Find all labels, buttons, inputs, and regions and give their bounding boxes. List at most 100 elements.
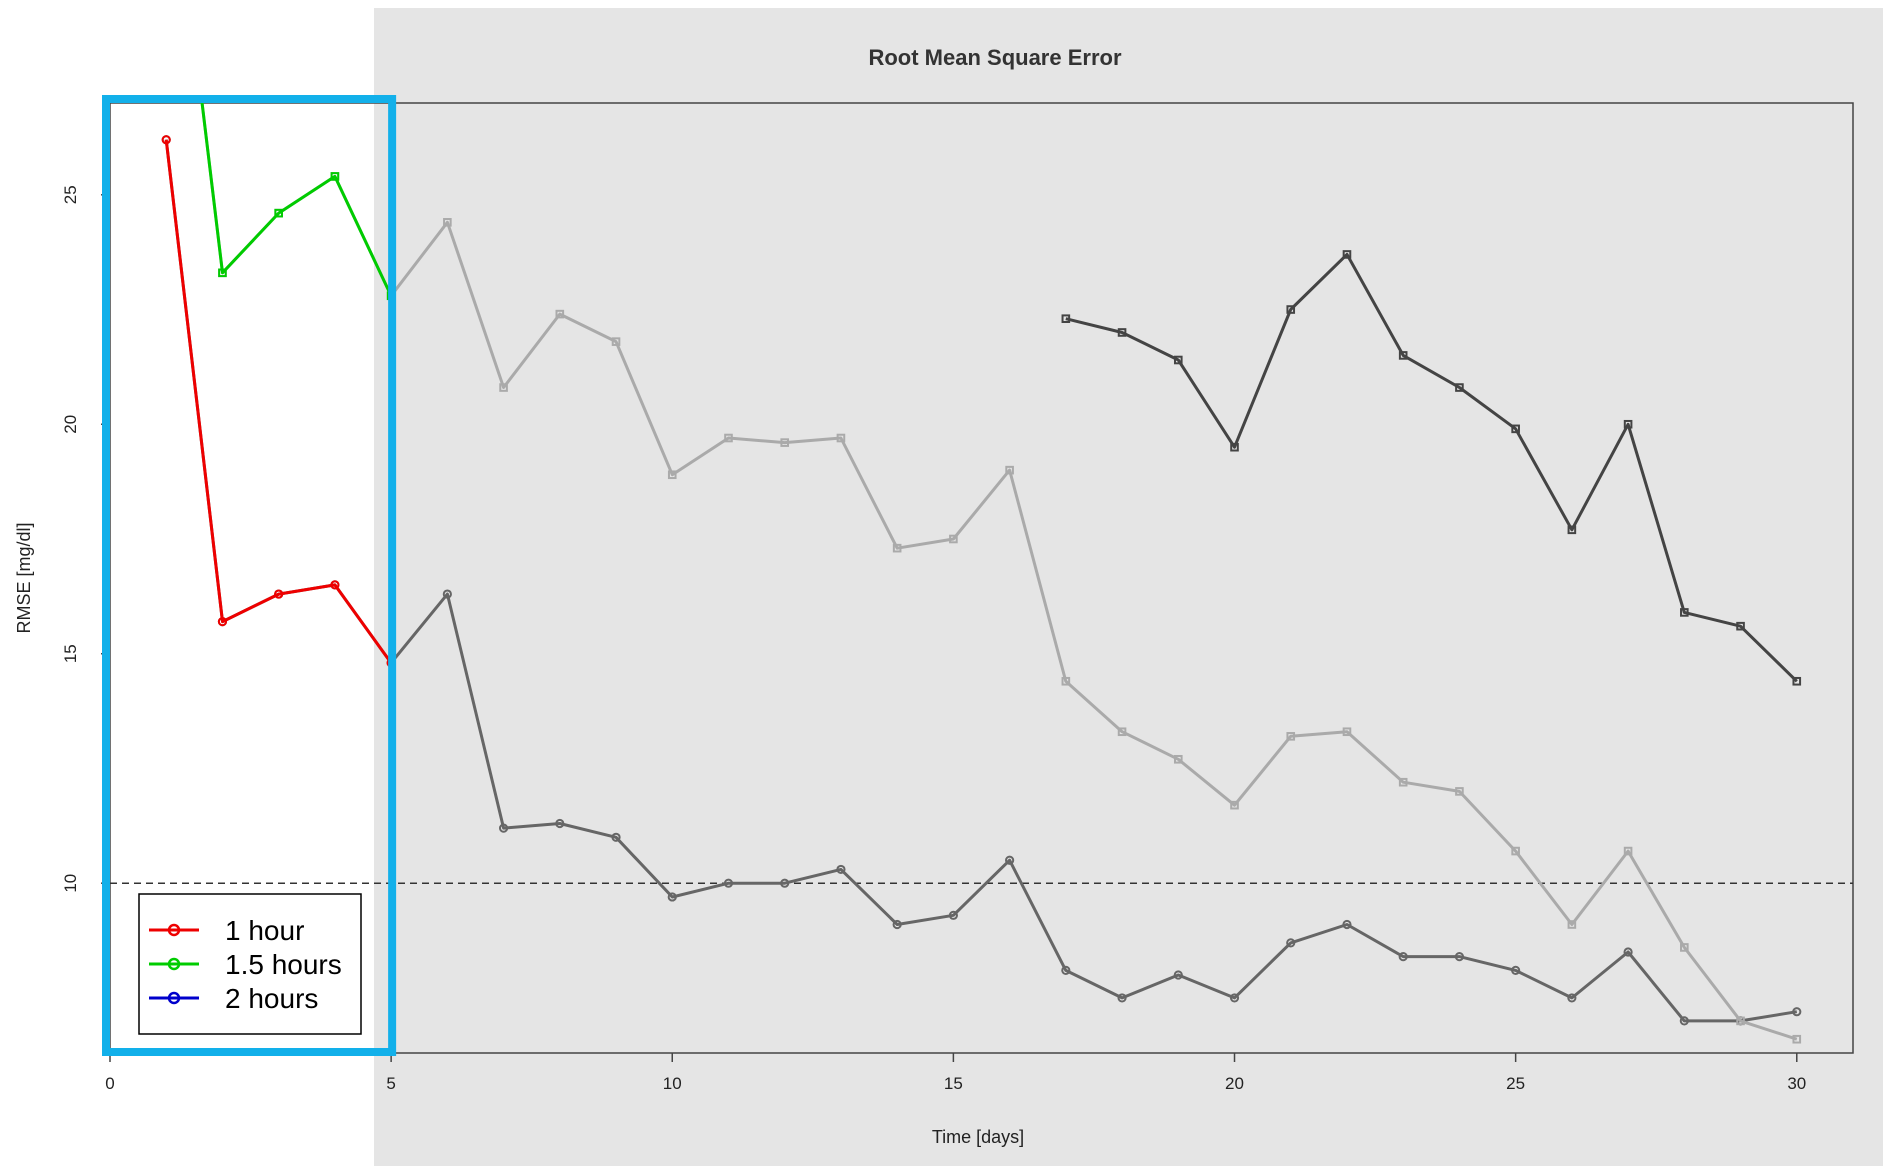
- data-point: [1567, 525, 1577, 535]
- data-point: [1173, 355, 1183, 365]
- data-point: [555, 309, 565, 319]
- data-point: [1342, 727, 1352, 737]
- base-series-3: [1061, 250, 1802, 686]
- data-point: [1792, 1034, 1802, 1044]
- legend-item: 2 hours: [149, 983, 318, 1014]
- data-point: [723, 878, 734, 888]
- highlight-series-2: [200, 103, 390, 301]
- x-tick-label: 15: [944, 1074, 963, 1093]
- data-point: [1117, 727, 1127, 737]
- data-point: [1117, 328, 1127, 337]
- legend-label: 1.5 hours: [225, 949, 342, 980]
- chart-title: Root Mean Square Error: [868, 45, 1121, 70]
- data-point: [1173, 970, 1183, 980]
- base-series-1: [161, 135, 1802, 1026]
- data-point: [1286, 305, 1296, 314]
- data-point: [1061, 676, 1071, 686]
- data-point: [1005, 465, 1014, 475]
- data-point: [780, 438, 790, 447]
- data-point: [386, 658, 390, 668]
- data-point: [274, 208, 283, 218]
- highlight-series-1: [161, 135, 390, 668]
- data-point: [1398, 952, 1408, 962]
- data-point: [1455, 383, 1464, 392]
- legend-label: 2 hours: [225, 983, 318, 1014]
- data-point: [217, 616, 228, 627]
- base-series-line: [164, 139, 1798, 1023]
- data-point: [948, 910, 958, 920]
- highlight-box: [102, 95, 397, 1056]
- x-axis-label: Time [days]: [932, 1127, 1024, 1147]
- data-point: [667, 470, 677, 480]
- data-point: [836, 864, 846, 875]
- data-point: [892, 919, 902, 930]
- x-tick-label: 20: [1225, 1074, 1244, 1093]
- x-tick-label: 0: [105, 1074, 114, 1093]
- data-point: [1736, 621, 1745, 631]
- data-point: [1511, 846, 1520, 856]
- data-point: [1623, 419, 1633, 429]
- data-point: [611, 832, 621, 842]
- data-point: [1567, 993, 1577, 1003]
- x-tick-label: 5: [386, 1074, 395, 1093]
- data-point: [218, 268, 227, 278]
- data-point: [1342, 250, 1352, 259]
- data-point: [892, 543, 902, 553]
- base-series-line: [1065, 252, 1798, 683]
- data-point: [780, 878, 790, 888]
- x-tick-label: 25: [1506, 1074, 1525, 1093]
- data-point: [274, 589, 284, 599]
- legend-item: 1 hour: [149, 915, 304, 946]
- data-point: [1230, 800, 1239, 810]
- legend-swatch-marker: [167, 991, 181, 1005]
- data-point: [949, 534, 958, 544]
- data-point: [330, 172, 340, 181]
- data-point: [1229, 993, 1240, 1003]
- data-point: [1173, 754, 1183, 764]
- data-point: [1454, 952, 1465, 962]
- data-point: [442, 589, 452, 599]
- data-point: [1567, 920, 1577, 929]
- x-tick-label: 10: [663, 1074, 682, 1093]
- data-point: [611, 337, 621, 346]
- data-point: [1680, 943, 1689, 952]
- legend-swatch-marker: [167, 957, 181, 971]
- data-point: [1736, 1016, 1745, 1026]
- data-point: [386, 291, 390, 301]
- data-point: [1230, 442, 1239, 452]
- data-point: [1679, 1016, 1689, 1026]
- data-point: [1342, 919, 1352, 930]
- legend-item: 1.5 hours: [149, 949, 342, 980]
- grey-background-region: [374, 8, 1883, 1166]
- y-tick-label: 10: [61, 874, 80, 893]
- data-point: [1286, 938, 1296, 948]
- data-point: [443, 218, 452, 227]
- data-point: [1511, 424, 1520, 434]
- x-tick-label: 30: [1787, 1074, 1806, 1093]
- data-point: [498, 823, 509, 833]
- data-point: [1286, 732, 1296, 741]
- data-point: [667, 892, 677, 902]
- data-point: [1398, 351, 1408, 360]
- legend-label: 1 hour: [225, 915, 304, 946]
- y-tick-label: 25: [61, 185, 80, 204]
- data-point: [836, 433, 846, 443]
- legend-swatch-marker: [167, 923, 181, 937]
- data-point: [724, 433, 733, 443]
- y-axis-label: RMSE [mg/dl]: [14, 522, 34, 633]
- data-point: [555, 818, 565, 829]
- data-point: [1792, 1007, 1802, 1017]
- data-point: [1061, 314, 1071, 324]
- data-point: [1623, 947, 1633, 957]
- data-point: [1623, 846, 1633, 856]
- data-point: [1398, 777, 1408, 787]
- base-series-line: [200, 103, 1798, 1041]
- data-point: [161, 135, 171, 145]
- data-point: [1455, 787, 1464, 796]
- y-tick-label: 15: [61, 644, 80, 663]
- data-point: [1680, 608, 1689, 617]
- data-point: [499, 383, 508, 392]
- data-point: [330, 580, 340, 590]
